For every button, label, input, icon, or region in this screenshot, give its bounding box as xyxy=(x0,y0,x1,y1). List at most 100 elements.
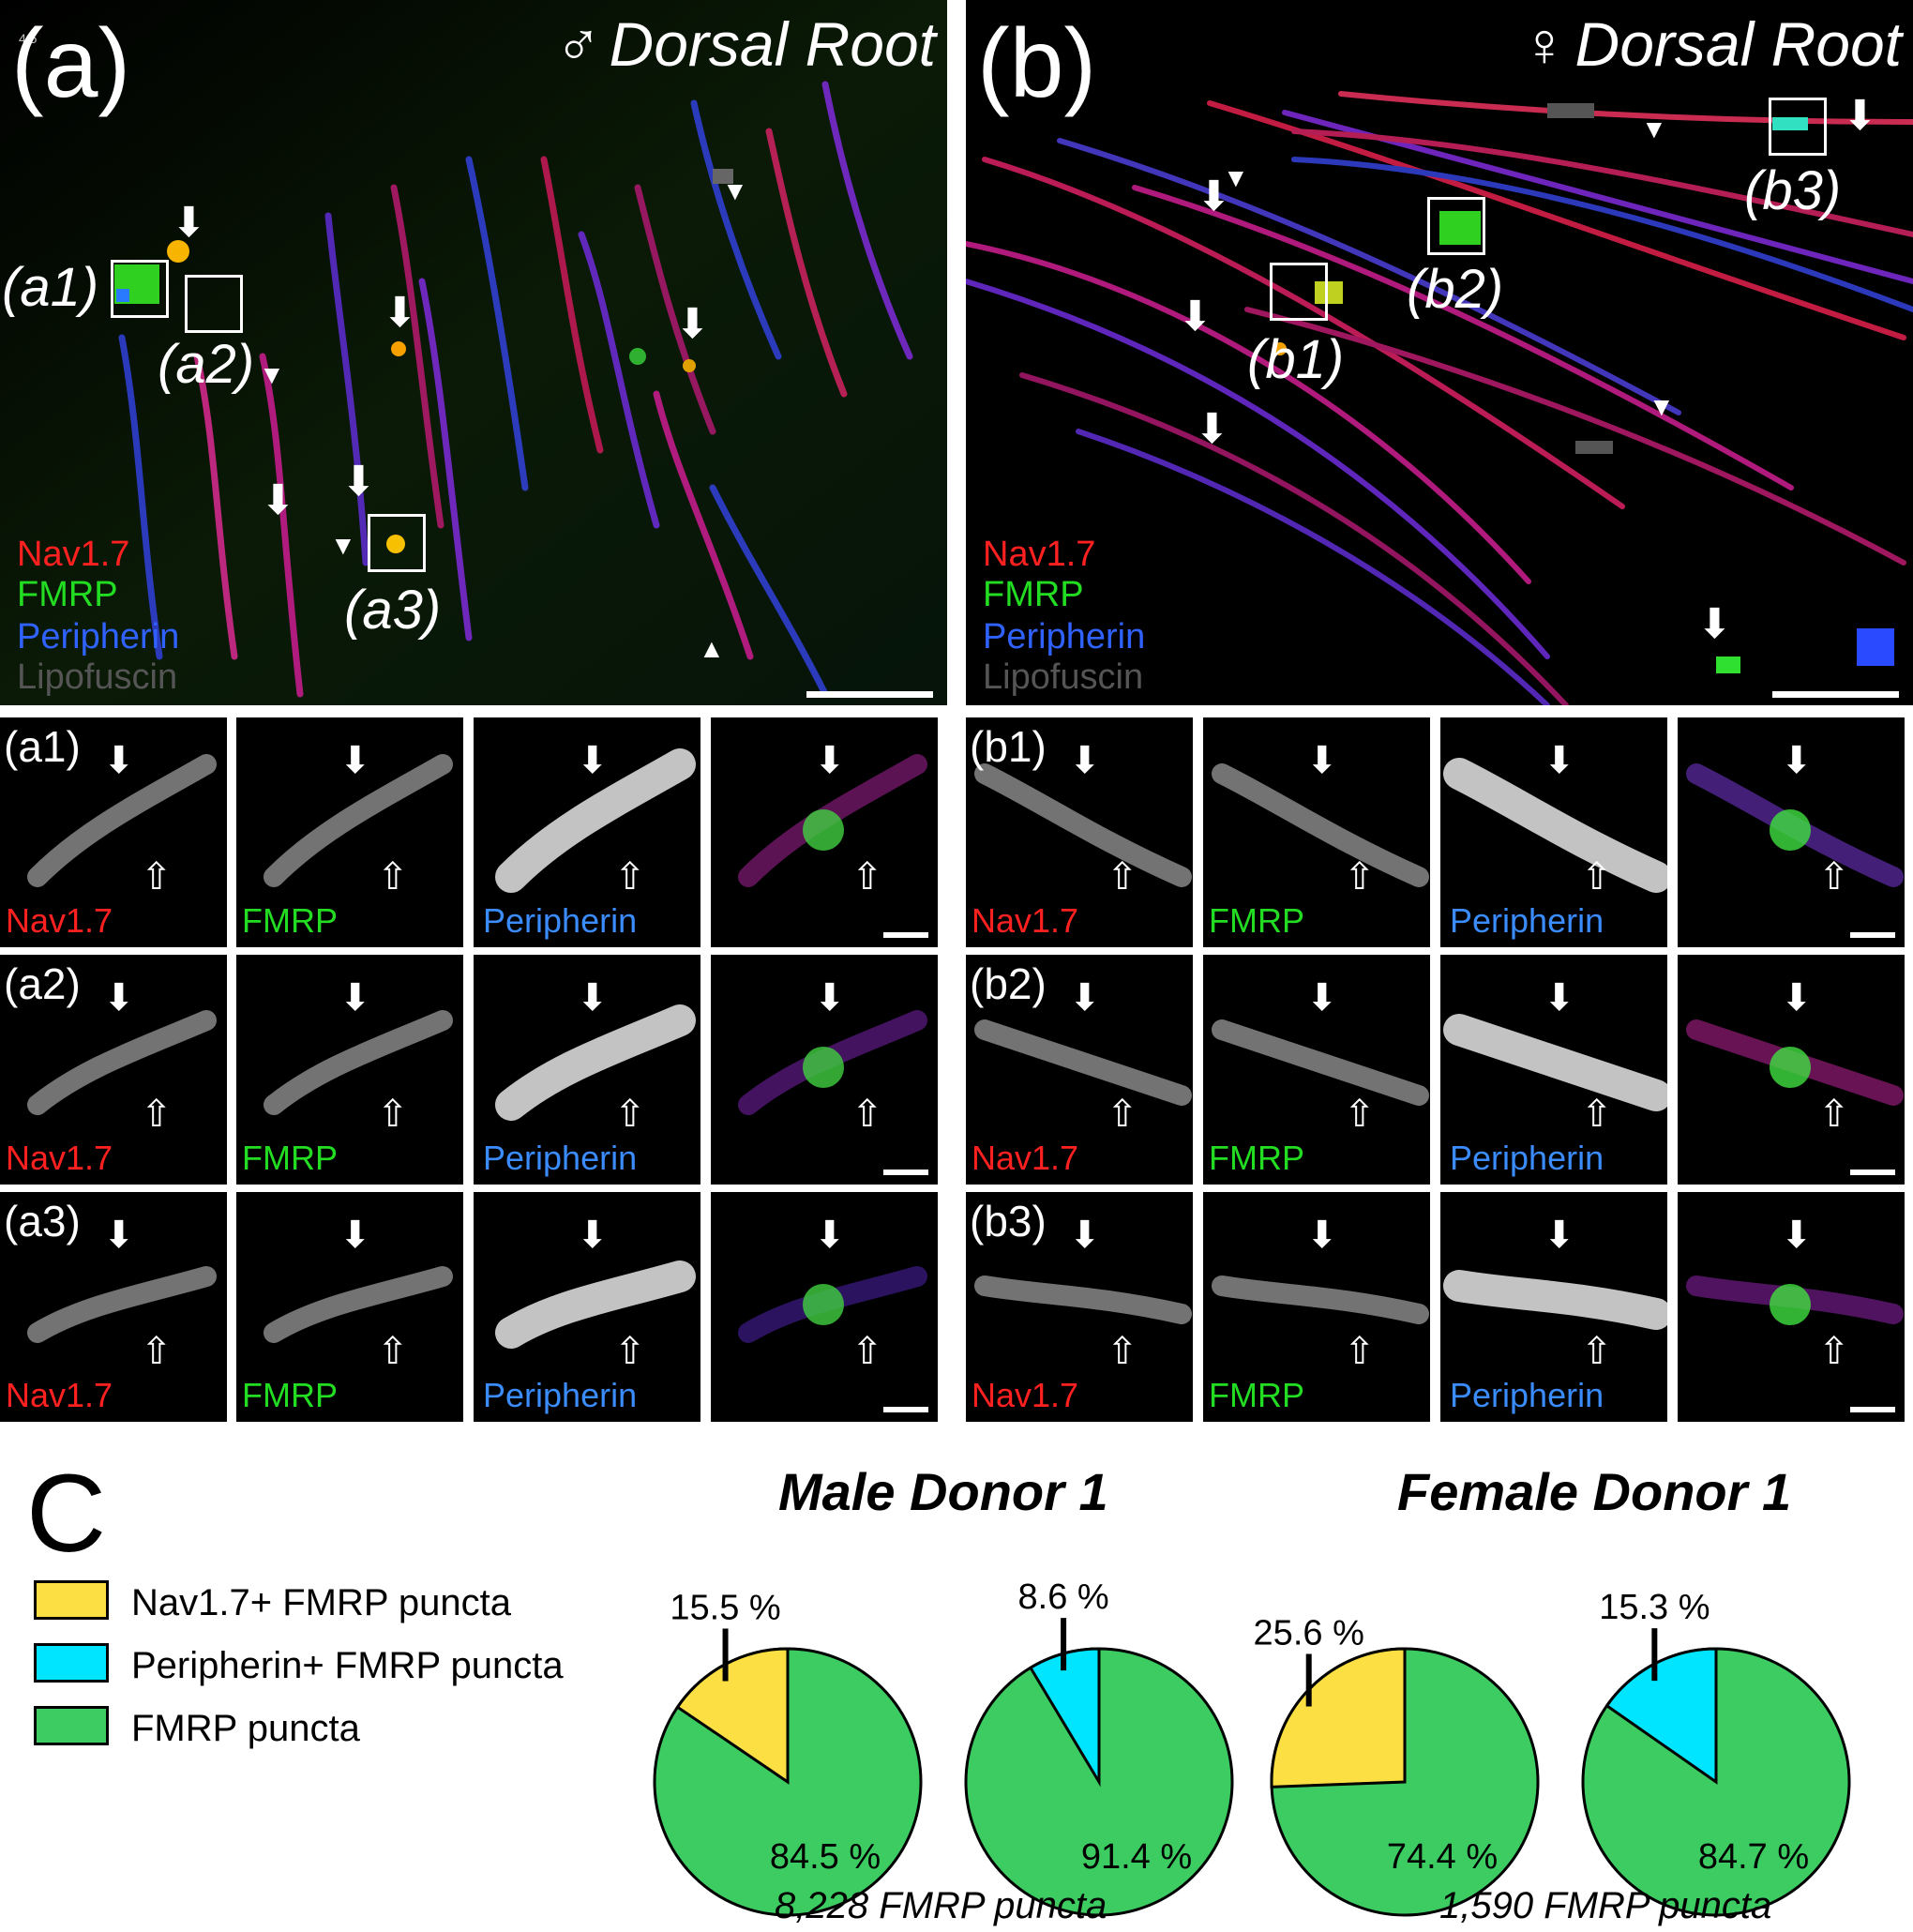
hollow-arrow-icon: ⇧ xyxy=(1818,1331,1850,1372)
pie-label-major: 74.4 % xyxy=(1387,1837,1498,1877)
inset-a3-merge: ⬇ ⇧ xyxy=(711,1192,938,1422)
inset-b2-fmrp: ⬇ ⇧ FMRP xyxy=(1203,955,1430,1185)
inset-texture xyxy=(1443,1014,1667,1111)
arrowhead-icon: ▼ xyxy=(330,531,356,560)
legend-peripherin-b: Peripherin xyxy=(983,617,1146,657)
legend-text: Peripherin+ FMRP puncta xyxy=(131,1645,564,1686)
channel-label-text: FMRP xyxy=(1209,901,1304,940)
channel-label-text: FMRP xyxy=(242,1376,338,1414)
inset-texture xyxy=(1443,1270,1667,1330)
inset-texture xyxy=(738,1010,927,1115)
hollow-arrow-icon: ⇧ xyxy=(141,1094,173,1135)
arrowhead-icon: ▼ xyxy=(1641,114,1667,143)
arrowhead-icon: ▲ xyxy=(699,634,725,663)
channel-label-text: FMRP xyxy=(242,1139,338,1177)
inset-box-b1 xyxy=(1270,263,1328,321)
fiber-shape xyxy=(495,1004,696,1121)
scale-bar-b xyxy=(1772,691,1899,698)
fmrp-punctum xyxy=(1770,1047,1811,1088)
inset-a1-merge: ⬇ ⇧ xyxy=(711,717,938,947)
channel-label-text: FMRP xyxy=(1209,1376,1304,1414)
legend-peripherin-a: Peripherin xyxy=(17,617,180,657)
channel-label-text: Peripherin xyxy=(1446,1137,1610,1179)
arrow-icon: ⬇ xyxy=(339,1215,371,1256)
fmrp-punctum xyxy=(1770,809,1811,851)
inset-b3-merge: ⬇ ⇧ xyxy=(1678,1192,1905,1422)
legend-text: FMRP puncta xyxy=(131,1708,360,1749)
inset-texture xyxy=(495,1004,696,1121)
inset-texture xyxy=(27,754,217,887)
hollow-arrow-icon: ⇧ xyxy=(1818,856,1850,898)
channel-label-peripherin: Peripherin xyxy=(479,899,643,942)
male-donor-title: Male Donor 1 xyxy=(778,1462,1108,1521)
channel-label-text: Nav1.7 xyxy=(972,1139,1079,1177)
inset-texture xyxy=(27,1010,217,1115)
panel-label-c: C xyxy=(26,1452,107,1576)
legend-lipofuscin-b: Lipofuscin xyxy=(983,657,1144,697)
legend-fmrp-a: FMRP xyxy=(17,575,118,614)
inset-b2-nav17: ⬇ ⇧ (b2) Nav1.7 xyxy=(966,955,1193,1185)
inset-box-a3 xyxy=(368,514,426,572)
panel-a-fibers xyxy=(0,0,947,705)
inset-texture xyxy=(974,1275,1192,1324)
inset-tag-b1: (b1) xyxy=(1247,329,1345,390)
arrow-icon: ⬇ xyxy=(1306,1215,1338,1256)
fiber-shape xyxy=(1212,1019,1429,1106)
arrow-icon: ⬇ xyxy=(1195,406,1229,452)
inset-a2-peripherin: ⬇ ⇧ Peripherin xyxy=(474,955,700,1185)
fiber-shape xyxy=(1212,763,1429,887)
inset-a1-fmrp: ⬇ ⇧ FMRP xyxy=(236,717,463,947)
row-label: (b2) xyxy=(970,959,1047,1008)
panel-b-image: (b) ♀ Dorsal Root Nav1.7 FMRP Peripherin … xyxy=(966,0,1913,705)
channel-label-peripherin: Peripherin xyxy=(1446,1374,1610,1416)
inset-a1-peripherin: ⬇ ⇧ Peripherin xyxy=(474,717,700,947)
fiber-shape xyxy=(27,1010,217,1115)
channel-label-text: Peripherin xyxy=(1446,1374,1610,1416)
panel-b-fibers xyxy=(966,0,1913,705)
hollow-arrow-icon: ⇧ xyxy=(377,856,409,898)
panel-a-title: ♂ Dorsal Root xyxy=(555,13,936,75)
fiber-shape xyxy=(495,1260,696,1349)
pie-label-minor: 25.6 % xyxy=(1254,1614,1364,1653)
fmrp-punctum xyxy=(1770,1284,1811,1325)
arrow-icon: ⬇ xyxy=(1306,740,1338,781)
channel-label-nav17: Nav1.7 xyxy=(972,1141,1078,1175)
channel-label-peripherin: Peripherin xyxy=(1446,1137,1610,1179)
fmrp-punctum xyxy=(803,1284,844,1325)
legend-text: Nav1.7+ FMRP puncta xyxy=(131,1582,512,1623)
scale-bar xyxy=(1850,1407,1895,1412)
hollow-arrow-icon: ⇧ xyxy=(1344,1094,1376,1135)
fiber-shape xyxy=(974,1275,1192,1324)
channel-label-text: Nav1.7 xyxy=(6,901,113,940)
arrowhead-icon: ▼ xyxy=(1223,163,1249,192)
hollow-arrow-icon: ⇧ xyxy=(1581,856,1613,898)
fiber-shape xyxy=(1443,1014,1667,1111)
inset-a2-nav17: ⬇ ⇧ (a2) Nav1.7 xyxy=(0,955,227,1185)
inset-box-b3 xyxy=(1769,98,1827,156)
arrow-icon: ⬇ xyxy=(814,1215,846,1256)
inset-texture xyxy=(1686,1019,1904,1106)
scale-bar xyxy=(883,1170,928,1175)
pie-label-major: 91.4 % xyxy=(1081,1837,1192,1877)
pie-label-minor: 15.3 % xyxy=(1599,1588,1710,1627)
arrow-icon: ⬇ xyxy=(341,459,376,505)
legend-nav17-a: Nav1.7 xyxy=(17,535,130,574)
arrow-icon: ⬇ xyxy=(261,477,295,523)
panel-b-title-text: Dorsal Root xyxy=(1574,9,1902,79)
inset-texture xyxy=(1212,763,1429,887)
arrow-icon: ⬇ xyxy=(1306,977,1338,1019)
legend-swatch-cyan xyxy=(34,1643,109,1683)
arrow-icon: ⬇ xyxy=(577,977,609,1019)
arrow-icon: ⬇ xyxy=(1781,1215,1813,1256)
hollow-arrow-icon: ⇧ xyxy=(851,1331,883,1372)
hollow-arrow-icon: ⇧ xyxy=(614,856,646,898)
inset-texture xyxy=(1686,763,1904,887)
arrow-icon: ⬇ xyxy=(1697,601,1732,647)
channel-label-nav17: Nav1.7 xyxy=(972,904,1078,938)
arrow-icon: ⬇ xyxy=(103,740,135,781)
fmrp-punctum xyxy=(803,809,844,851)
female-total-puncta: 1,590 FMRP puncta xyxy=(1439,1885,1772,1926)
arrow-icon: ⬇ xyxy=(339,740,371,781)
inset-texture xyxy=(974,763,1192,887)
hollow-arrow-icon: ⇧ xyxy=(1344,1331,1376,1372)
